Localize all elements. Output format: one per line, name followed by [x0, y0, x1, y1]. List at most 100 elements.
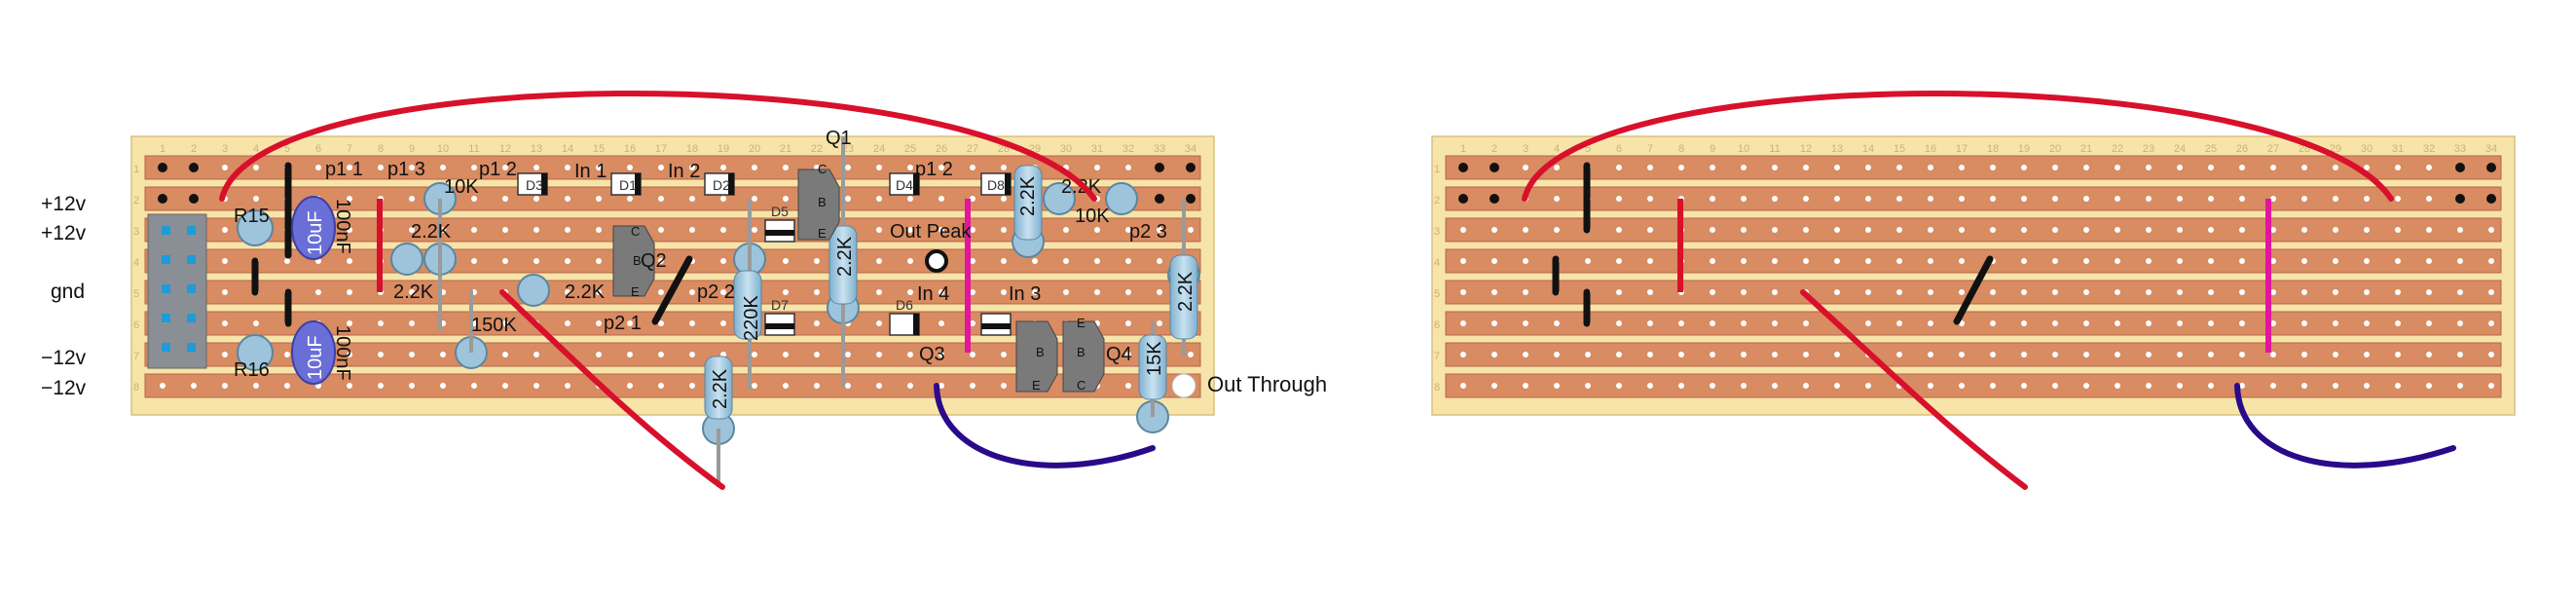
column-number: 5 — [1585, 143, 1591, 155]
label-100nf-bottom: 100nF — [332, 325, 353, 381]
column-number: 4 — [253, 143, 259, 155]
row-number: 3 — [133, 226, 139, 238]
right-board: 1 2 3 4 5 6 7 8 9 10 11 12 13 14 15 16 17 18 19 20 21 22 23 24 2… — [1431, 91, 2516, 490]
row-number: 3 — [1434, 226, 1440, 238]
label-p1-1: p1 1 — [325, 159, 363, 180]
label-p1-3: p1 3 — [387, 159, 425, 180]
row-number: 6 — [133, 319, 139, 331]
capacitor-10uf-top — [291, 196, 336, 260]
row-number: 4 — [133, 257, 139, 269]
rail-labels: +12v +12v gnd −12v −12v — [41, 193, 87, 399]
capacitor-10uf-bottom — [291, 320, 336, 385]
row-number: 1 — [133, 164, 139, 175]
column-number: 11 — [1769, 143, 1780, 155]
label-22k-vert2: 2.2K — [834, 236, 856, 277]
power-header — [147, 213, 207, 369]
transistor-q4 — [1062, 320, 1105, 393]
column-number: 11 — [468, 143, 479, 155]
column-number: 24 — [873, 143, 885, 155]
row-number: 7 — [1434, 351, 1440, 362]
svg-text:B: B — [1036, 345, 1045, 359]
svg-text:B: B — [633, 253, 642, 268]
column-number: 33 — [2454, 143, 2466, 155]
column-number: 13 — [1831, 143, 1843, 155]
column-number: 15 — [1894, 143, 1905, 155]
column-number: 26 — [936, 143, 947, 155]
column-number: 2 — [191, 143, 197, 155]
row-number: 4 — [1434, 257, 1440, 269]
row-number: 6 — [1434, 319, 1440, 331]
column-number: 23 — [2143, 143, 2154, 155]
column-number: 25 — [2205, 143, 2217, 155]
svg-text:E: E — [818, 226, 827, 241]
label-d8: D8 — [987, 177, 1005, 193]
black-wire-links — [251, 162, 693, 327]
column-number: 19 — [718, 143, 729, 155]
label-100nf-top: 100nF — [332, 199, 353, 254]
left-board: 1 2 3 4 5 6 7 8 9 10 11 12 13 14 15 16 17 18 19 20 21 22 23 24 2… — [41, 91, 1327, 490]
label-out-peak: Out Peak — [890, 221, 972, 243]
column-number: 31 — [1091, 143, 1103, 155]
row-number: 8 — [133, 382, 139, 394]
label-r16: R16 — [234, 359, 270, 381]
column-number: 12 — [499, 143, 511, 155]
column-number: 20 — [749, 143, 760, 155]
column-number: 1 — [1460, 143, 1466, 155]
label-p1-2a: p1 2 — [479, 159, 517, 180]
row-number: 8 — [1434, 382, 1440, 394]
column-number: 3 — [1523, 143, 1528, 155]
column-number: 16 — [624, 143, 636, 155]
column-number: 2 — [1491, 143, 1497, 155]
right-board-column-numbers: 1 2 3 4 5 6 7 8 9 10 11 12 13 14 15 16 17 18 19 20 21 22 23 24 2… — [1460, 143, 2497, 155]
label-out-through: Out Through — [1207, 372, 1327, 396]
label-in4: In 4 — [917, 283, 949, 305]
column-number: 9 — [409, 143, 415, 155]
column-number: 3 — [222, 143, 228, 155]
rail-label-minus12-b: −12v — [41, 377, 87, 399]
label-d6: D6 — [896, 297, 913, 313]
column-number: 25 — [904, 143, 916, 155]
rail-label-plus12-b: +12v — [41, 222, 87, 244]
label-q4: Q4 — [1106, 344, 1132, 365]
svg-text:E: E — [631, 284, 640, 299]
red-wire-top-right — [1522, 91, 2394, 202]
column-number: 21 — [2080, 143, 2092, 155]
column-number: 30 — [1060, 143, 1072, 155]
column-number: 26 — [2236, 143, 2248, 155]
rail-label-gnd: gnd — [51, 281, 85, 303]
label-q2: Q2 — [641, 250, 667, 272]
component-labels: R15 R16 10uF 10uF 100nF 100nF p1 1 p1 3 … — [234, 128, 1327, 409]
column-number: 27 — [2267, 143, 2279, 155]
transistor-q2 — [612, 225, 655, 297]
column-number: 32 — [2423, 143, 2435, 155]
rail-label-minus12-a: −12v — [41, 347, 87, 369]
svg-text:E: E — [1077, 316, 1086, 330]
copper-strip-row-4 — [1445, 248, 2502, 274]
row-number: 7 — [133, 351, 139, 362]
copper-strip-row-8 — [1445, 373, 2502, 398]
right-board-holes — [1458, 163, 2496, 389]
red-wire-diagonal-left — [499, 289, 725, 490]
svg-text:B: B — [818, 195, 827, 209]
svg-text:C: C — [818, 162, 827, 176]
copper-strip-row-7 — [1445, 342, 2502, 367]
column-number: 22 — [2112, 143, 2123, 155]
row-number: 5 — [1434, 288, 1440, 300]
red-wire-top-left — [219, 91, 1097, 202]
out-peak-terminal — [925, 249, 948, 273]
label-22k-b: 2.2K — [393, 281, 434, 303]
left-board-row-numbers: 1 2 3 4 5 6 7 8 — [133, 164, 139, 394]
label-22k-a: 2.2K — [411, 221, 452, 243]
label-q3: Q3 — [919, 344, 945, 365]
row-number: 1 — [1434, 164, 1440, 175]
blue-wire-left — [934, 383, 1156, 469]
row-number: 2 — [1434, 195, 1440, 206]
column-number: 6 — [1616, 143, 1622, 155]
column-number: 8 — [1678, 143, 1684, 155]
svg-text:E: E — [1032, 378, 1041, 393]
column-number: 24 — [2174, 143, 2186, 155]
label-p2-3: p2 3 — [1129, 221, 1167, 243]
column-number: 31 — [2392, 143, 2404, 155]
column-number: 18 — [686, 143, 698, 155]
right-black-links — [1552, 162, 1994, 327]
